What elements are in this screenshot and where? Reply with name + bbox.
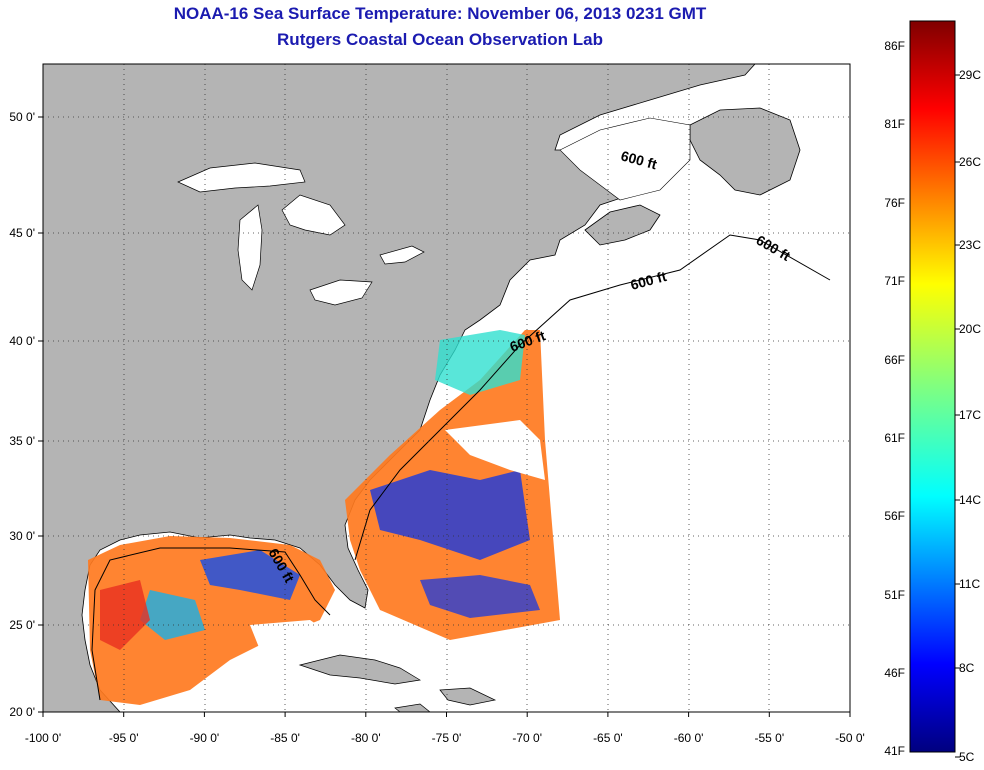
contour-label: 600 ft	[629, 268, 669, 293]
colorbar-c-label: 17C	[959, 408, 981, 422]
contour-label: 600 ft	[754, 232, 794, 264]
longitude-axis: -100 0' -95 0' -90 0' -85 0' -80 0' -75 0' -70…	[25, 712, 865, 745]
colorbar-f-label: 61F	[884, 431, 905, 445]
lat-tick-label: 20 0'	[9, 705, 35, 719]
colorbar-f-label: 41F	[884, 744, 905, 758]
colorbar-c-label: 26C	[959, 155, 981, 169]
lon-tick-label: -100 0'	[25, 731, 61, 745]
caribbean-islands	[298, 654, 497, 712]
map-grid	[43, 64, 850, 712]
colorbar-c-label: 11C	[959, 577, 980, 591]
sst-swath	[88, 330, 560, 705]
map-title: NOAA-16 Sea Surface Temperature: Novembe…	[173, 4, 707, 23]
colorbar-c-label: 23C	[959, 238, 981, 252]
colorbar	[909, 20, 956, 753]
colorbar-f-label: 51F	[884, 588, 905, 602]
lat-tick-label: 40 0'	[9, 334, 35, 348]
great-lakes	[177, 162, 425, 306]
colorbar-f-label: 76F	[884, 196, 905, 210]
colorbar-f-label: 46F	[884, 666, 905, 680]
colorbar-f-label: 86F	[884, 39, 905, 53]
lat-tick-label: 30 0'	[9, 529, 35, 543]
lon-tick-label: -85 0'	[270, 731, 300, 745]
lat-tick-label: 25 0'	[9, 618, 35, 632]
land-newfoundland	[689, 107, 801, 196]
map-subtitle: Rutgers Coastal Ocean Observation Lab	[277, 30, 603, 49]
lat-tick-label: 50 0'	[9, 110, 35, 124]
lon-tick-label: -95 0'	[109, 731, 139, 745]
lon-tick-label: -60 0'	[674, 731, 704, 745]
land-nova-scotia	[584, 204, 661, 246]
lon-tick-label: -65 0'	[593, 731, 623, 745]
colorbar-f-label: 56F	[884, 509, 905, 523]
colorbar-c-label: 8C	[959, 661, 975, 675]
lon-tick-label: -80 0'	[351, 731, 381, 745]
colorbar-c-label: 29C	[959, 68, 981, 82]
colorbar-c-label: 14C	[959, 493, 981, 507]
colorbar-f-label: 71F	[884, 274, 905, 288]
colorbar-c-label: 5C	[959, 750, 975, 764]
lon-tick-label: -50 0'	[835, 731, 865, 745]
colorbar-c-label: 20C	[959, 322, 981, 336]
lon-tick-label: -70 0'	[512, 731, 542, 745]
depth-contour-600ft	[91, 234, 831, 701]
lat-tick-label: 45 0'	[9, 226, 35, 240]
lon-tick-label: -90 0'	[190, 731, 220, 745]
lon-tick-label: -55 0'	[754, 731, 784, 745]
colorbar-f-label: 66F	[884, 353, 905, 367]
colorbar-f-label: 81F	[884, 117, 905, 131]
colorbar-celsius-labels: 29C 26C 23C 20C 17C 14C 11C 8C 5C	[955, 68, 981, 764]
lat-tick-label: 35 0'	[9, 434, 35, 448]
latitude-axis: 20 0' 25 0' 30 0' 35 0' 40 0' 45 0' 50 0'	[9, 110, 43, 719]
colorbar-fahrenheit-labels: 86F 81F 76F 71F 66F 61F 56F 51F 46F 41F	[884, 39, 905, 758]
lon-tick-label: -75 0'	[432, 731, 462, 745]
